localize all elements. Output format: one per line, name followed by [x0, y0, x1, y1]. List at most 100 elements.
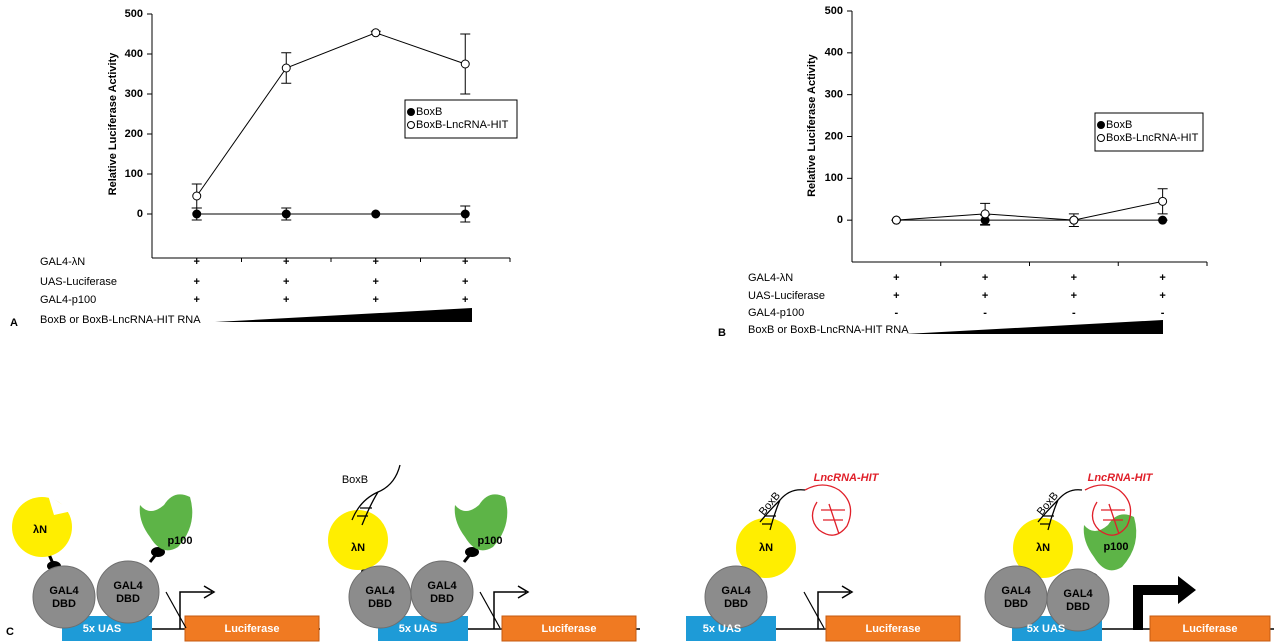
condition-mark: + — [283, 294, 289, 306]
diagram-label: LncRNA-HIT — [814, 472, 880, 484]
diagram-label: p100 — [1103, 541, 1128, 553]
diagram-label: λN — [33, 524, 47, 536]
y-tick-label: 400 — [825, 47, 843, 59]
y-axis-title: Relative Luciferase Activity — [806, 53, 818, 197]
diagram-label: GAL4 — [1001, 585, 1031, 597]
y-tick-label: 0 — [837, 214, 843, 226]
condition-label: UAS-Luciferase — [40, 276, 117, 288]
condition-mark: - — [1161, 307, 1165, 319]
y-tick-label: 300 — [825, 89, 843, 101]
arrow-head — [1178, 576, 1196, 604]
condition-mark: + — [1159, 272, 1165, 284]
diagram-label: BoxB — [342, 474, 368, 486]
y-tick-label: 100 — [825, 172, 843, 184]
gradient-label: BoxB or BoxB-LncRNA-HIT RNA — [40, 314, 201, 326]
gradient-label: BoxB or BoxB-LncRNA-HIT RNA — [748, 324, 909, 336]
condition-mark: + — [1071, 290, 1077, 302]
y-tick-label: 200 — [125, 128, 143, 140]
condition-label: GAL4-λN — [748, 272, 793, 284]
y-tick-label: 400 — [125, 48, 143, 60]
point — [1159, 197, 1167, 205]
legend-marker — [1098, 135, 1105, 142]
panel-label: B — [718, 327, 726, 339]
y-tick-label: 200 — [825, 130, 843, 142]
condition-mark: + — [462, 256, 468, 268]
point — [372, 210, 380, 218]
y-tick-label: 500 — [125, 8, 143, 20]
y-tick-label: 300 — [125, 88, 143, 100]
condition-mark: + — [194, 256, 200, 268]
diagram-label: λN — [759, 542, 773, 554]
diagram-label: Luciferase — [865, 623, 920, 635]
condition-mark: + — [283, 256, 289, 268]
diagram-label: GAL4 — [113, 580, 143, 592]
point — [282, 64, 290, 72]
condition-mark: + — [1159, 290, 1165, 302]
diagram-label: GAL4 — [49, 585, 79, 597]
condition-mark: + — [1071, 272, 1077, 284]
condition-label: GAL4-p100 — [748, 307, 804, 319]
panel-label: C — [6, 626, 14, 638]
panel-label: A — [10, 317, 18, 329]
condition-mark: - — [895, 307, 899, 319]
diagram-label: LncRNA-HIT — [1088, 472, 1154, 484]
gradient-wedge — [905, 320, 1163, 334]
condition-label: GAL4-λN — [40, 256, 85, 268]
point — [892, 216, 900, 224]
legend-label: BoxB — [416, 106, 442, 118]
diagram-label: 5x UAS — [1027, 623, 1066, 635]
legend-label: BoxB — [1106, 119, 1132, 131]
figure: 0 100 200 300 400 500 Relative Luciferase Acti… — [0, 0, 1274, 643]
condition-mark: + — [373, 276, 379, 288]
condition-mark: - — [1072, 307, 1076, 319]
diagram-label: 5x UAS — [399, 623, 438, 635]
diagram-label: DBD — [368, 598, 392, 610]
diagram-label: λN — [1036, 542, 1050, 554]
diagram-label: DBD — [116, 593, 140, 605]
condition-mark: + — [893, 272, 899, 284]
condition-mark: + — [373, 294, 379, 306]
block — [804, 592, 824, 628]
diagram-label: DBD — [724, 598, 748, 610]
y-tick-label: 0 — [137, 208, 143, 220]
condition-mark: + — [982, 290, 988, 302]
diagram-label: p100 — [477, 535, 502, 547]
diagram-label: DBD — [1066, 601, 1090, 613]
condition-label: UAS-Luciferase — [748, 290, 825, 302]
legend-marker — [1098, 122, 1105, 129]
y-axis-title: Relative Luciferase Activity — [107, 52, 119, 196]
point — [461, 60, 469, 68]
condition-mark: + — [893, 290, 899, 302]
legend-label: BoxB-LncRNA-HIT — [1106, 132, 1199, 144]
diagram-label: 5x UAS — [703, 623, 742, 635]
legend-label: BoxB-LncRNA-HIT — [416, 119, 509, 131]
y-tick-label: 100 — [125, 168, 143, 180]
condition-mark: + — [194, 294, 200, 306]
y-tick-label: 500 — [825, 5, 843, 17]
point — [461, 210, 469, 218]
diagram-label: λN — [351, 542, 365, 554]
diagram-label: GAL4 — [365, 585, 395, 597]
lncrna — [805, 485, 851, 535]
condition-mark: + — [982, 272, 988, 284]
diagram-label: DBD — [430, 593, 454, 605]
legend-marker — [408, 122, 415, 129]
condition-mark: + — [283, 276, 289, 288]
condition-mark: + — [462, 276, 468, 288]
lambda-n — [328, 510, 388, 570]
condition-mark: + — [373, 256, 379, 268]
condition-mark: + — [462, 294, 468, 306]
diagram-label: GAL4 — [1063, 588, 1093, 600]
block — [166, 592, 186, 628]
point — [1159, 216, 1167, 224]
point — [193, 192, 201, 200]
diagram-label: Luciferase — [541, 623, 596, 635]
diagram-label: 5x UAS — [83, 623, 122, 635]
gradient-wedge — [215, 308, 472, 322]
diagram-label: DBD — [52, 598, 76, 610]
point — [282, 210, 290, 218]
condition-mark: + — [194, 276, 200, 288]
series-line — [896, 201, 1162, 220]
point — [372, 29, 380, 37]
legend-marker — [408, 109, 415, 116]
